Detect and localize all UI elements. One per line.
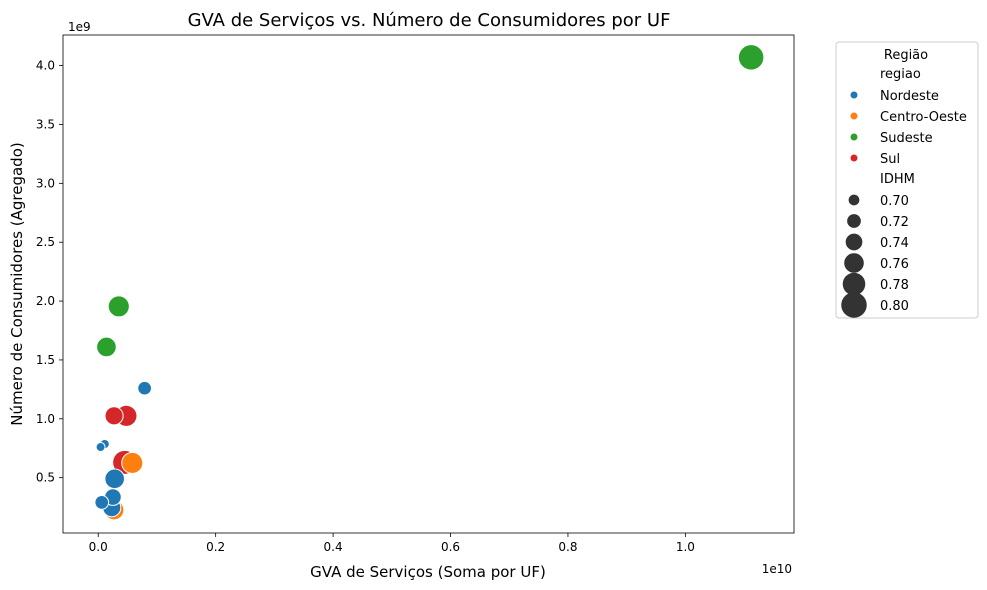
- legend-marker-nordeste: [850, 91, 858, 99]
- legend-size-entries: 0.70 0.72 0.74 0.76 0.78 0.80: [841, 194, 909, 318]
- legend-box: [835, 41, 979, 319]
- legend-size-marker: [848, 194, 860, 206]
- x-tick-label: 0.0: [89, 540, 108, 554]
- y-tick-label: 1.0: [36, 412, 55, 426]
- x-tick-label: 1.0: [676, 540, 695, 554]
- legend-marker-centro-oeste: [850, 112, 858, 120]
- legend-size-marker: [841, 292, 867, 318]
- chart-title: GVA de Serviços vs. Número de Consumidor…: [188, 10, 671, 31]
- legend-label: Centro-Oeste: [880, 110, 967, 125]
- legend-size-label: 0.78: [880, 278, 909, 293]
- legend-label: Nordeste: [880, 89, 939, 104]
- points-layer: [94, 44, 765, 521]
- legend-size-title: IDHM: [880, 172, 915, 187]
- legend-size-label: 0.70: [880, 194, 909, 209]
- legend-marker-sudeste: [850, 133, 858, 141]
- legend-marker-sul: [850, 154, 858, 162]
- legend-label: Sul: [880, 152, 900, 167]
- legend-label: Sudeste: [880, 131, 933, 146]
- data-point-9: [121, 451, 144, 475]
- y-tick-label: 4.0: [36, 59, 55, 73]
- legend-title: Região: [884, 48, 928, 63]
- x-offset-label: 1e10: [762, 562, 792, 576]
- y-tick-label: 0.5: [36, 471, 55, 485]
- data-point-8: [95, 442, 106, 453]
- x-tick-label: 0.2: [206, 540, 225, 554]
- legend-size-marker: [842, 272, 866, 296]
- x-axis-label: GVA de Serviços (Soma por UF): [310, 563, 546, 581]
- legend-hue-title: regiao: [880, 67, 921, 82]
- legend-hue-entries: Nordeste Centro-Oeste Sudeste Sul: [850, 89, 967, 167]
- y-tick-label: 3.5: [36, 117, 55, 131]
- data-point-4: [137, 380, 152, 396]
- legend-size-label: 0.76: [880, 257, 909, 272]
- y-tick-label: 3.0: [36, 176, 55, 190]
- legend: Região regiao Nordeste Centro-Oeste Sudest…: [835, 41, 979, 319]
- data-point-6: [104, 406, 124, 426]
- y-tick-label: 2.5: [36, 235, 55, 249]
- y-tick-label: 2.0: [36, 294, 55, 308]
- y-tick-label: 1.5: [36, 353, 55, 367]
- legend-size-marker: [844, 253, 864, 273]
- legend-size-label: 0.72: [880, 215, 909, 230]
- x-tick-label: 0.4: [324, 540, 343, 554]
- data-point-2: [107, 295, 130, 318]
- y-axis-ticks: 0.5 1.0 1.5 2.0 2.5 3.0 3.5 4.0: [36, 59, 63, 485]
- data-point-3: [96, 336, 117, 358]
- data-point-13: [94, 495, 110, 510]
- x-axis-ticks: 0.0 0.2 0.4 0.6 0.8 1.0: [89, 533, 695, 554]
- legend-size-marker: [845, 233, 863, 251]
- legend-size-label: 0.80: [880, 299, 909, 314]
- data-point-11: [104, 468, 125, 490]
- data-point-1: [737, 44, 765, 71]
- x-tick-label: 0.8: [558, 540, 577, 554]
- plot-frame: [62, 34, 795, 534]
- y-axis-label: Número de Consumidores (Agregado): [8, 142, 26, 425]
- y-offset-label: 1e9: [68, 20, 91, 34]
- legend-size-marker: [847, 214, 861, 228]
- x-tick-label: 0.6: [441, 540, 460, 554]
- legend-size-label: 0.74: [880, 236, 909, 251]
